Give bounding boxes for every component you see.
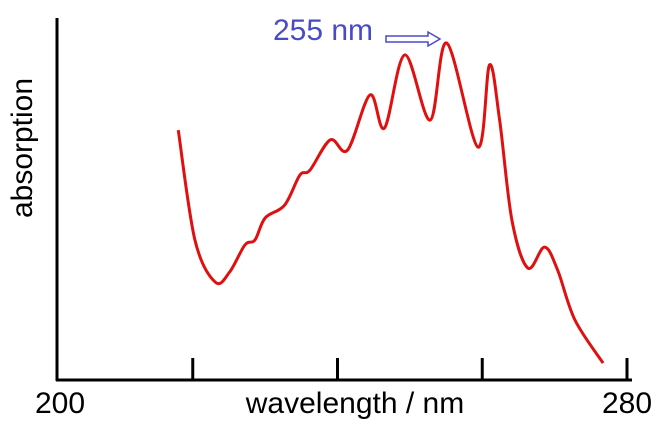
x-axis-label: wavelength / nm <box>245 387 464 420</box>
x-tick-label: 280 <box>602 387 652 420</box>
spectrum-line <box>176 41 605 364</box>
x-tick-label: 200 <box>35 387 85 420</box>
annotation: 255 nm <box>273 14 373 47</box>
y-axis-label: absorption <box>6 78 39 218</box>
annotation-arrow <box>385 30 442 48</box>
